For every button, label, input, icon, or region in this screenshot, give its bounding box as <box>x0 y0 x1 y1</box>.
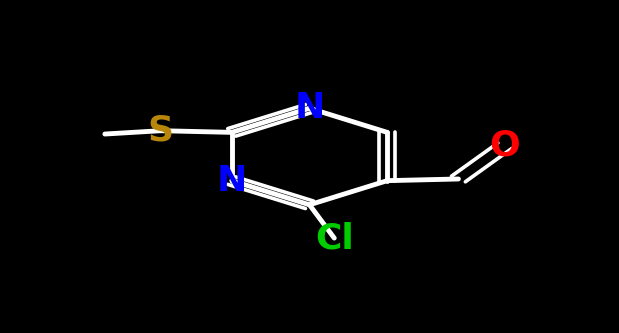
Text: N: N <box>217 164 247 198</box>
Text: Cl: Cl <box>315 221 353 255</box>
Text: N: N <box>294 91 325 125</box>
Text: O: O <box>490 129 520 163</box>
Text: S: S <box>147 114 174 148</box>
